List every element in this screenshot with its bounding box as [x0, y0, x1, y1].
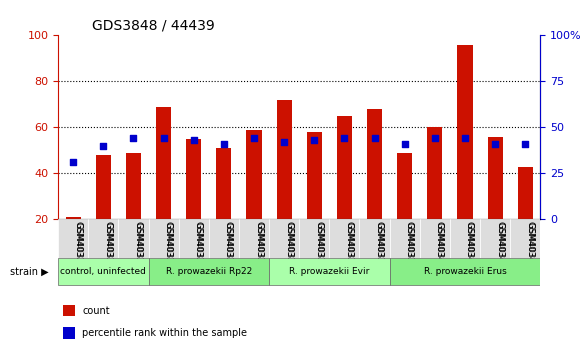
Text: GSM403377: GSM403377: [103, 222, 112, 275]
Bar: [367, 109, 382, 219]
Text: GDS3848 / 44439: GDS3848 / 44439: [92, 19, 214, 33]
FancyBboxPatch shape: [269, 219, 299, 258]
Bar: [63, 305, 75, 316]
Point: [340, 136, 349, 141]
Bar: [487, 137, 503, 219]
Point: [189, 137, 198, 143]
FancyBboxPatch shape: [149, 219, 178, 258]
Point: [99, 143, 108, 149]
Text: GSM403383: GSM403383: [254, 222, 263, 274]
Text: GSM403446: GSM403446: [495, 222, 504, 274]
Bar: [126, 153, 141, 219]
Text: GSM403379: GSM403379: [164, 222, 173, 274]
Text: GSM403384: GSM403384: [284, 222, 293, 275]
Text: GSM403389: GSM403389: [375, 222, 383, 275]
Point: [521, 141, 530, 147]
Text: R. prowazekii Evir: R. prowazekii Evir: [289, 267, 370, 276]
Text: GSM403281: GSM403281: [73, 222, 82, 275]
Text: GSM403383: GSM403383: [254, 222, 263, 275]
FancyBboxPatch shape: [360, 219, 390, 258]
Text: GSM403382: GSM403382: [224, 222, 233, 274]
Text: GSM403445: GSM403445: [465, 222, 474, 274]
Bar: [427, 127, 442, 219]
FancyBboxPatch shape: [119, 219, 149, 258]
Bar: [277, 100, 292, 219]
Point: [310, 137, 319, 143]
Bar: [186, 139, 201, 219]
Text: GSM403387: GSM403387: [314, 222, 323, 274]
Text: GSM403447: GSM403447: [525, 222, 535, 274]
Point: [490, 141, 500, 147]
Point: [400, 141, 410, 147]
Point: [249, 136, 259, 141]
Text: GSM403378: GSM403378: [134, 222, 142, 274]
Text: GSM403389: GSM403389: [375, 222, 383, 274]
Bar: [518, 166, 533, 219]
Bar: [246, 130, 261, 219]
FancyBboxPatch shape: [149, 258, 269, 285]
FancyBboxPatch shape: [510, 219, 540, 258]
FancyBboxPatch shape: [390, 258, 540, 285]
Point: [159, 136, 168, 141]
Point: [69, 160, 78, 165]
Text: GSM403446: GSM403446: [495, 222, 504, 275]
Text: strain ▶: strain ▶: [10, 267, 49, 277]
Text: GSM403444: GSM403444: [435, 222, 444, 274]
Text: GSM403391: GSM403391: [405, 222, 414, 274]
FancyBboxPatch shape: [480, 219, 510, 258]
Bar: [397, 153, 413, 219]
Text: R. prowazekii Rp22: R. prowazekii Rp22: [166, 267, 252, 276]
FancyBboxPatch shape: [329, 219, 360, 258]
Text: GSM403444: GSM403444: [435, 222, 444, 275]
FancyBboxPatch shape: [419, 219, 450, 258]
Bar: [156, 107, 171, 219]
FancyBboxPatch shape: [88, 219, 119, 258]
Bar: [216, 148, 231, 219]
Text: GSM403380: GSM403380: [193, 222, 203, 274]
Text: GSM403447: GSM403447: [525, 222, 535, 275]
Text: GSM403281: GSM403281: [73, 222, 82, 274]
FancyBboxPatch shape: [58, 219, 88, 258]
Bar: [307, 132, 322, 219]
Bar: [63, 327, 75, 339]
FancyBboxPatch shape: [390, 219, 419, 258]
Text: count: count: [83, 306, 110, 316]
Text: R. prowazekii Erus: R. prowazekii Erus: [424, 267, 507, 276]
Text: GSM403382: GSM403382: [224, 222, 233, 275]
FancyBboxPatch shape: [58, 258, 149, 285]
FancyBboxPatch shape: [209, 219, 239, 258]
Bar: [96, 155, 111, 219]
FancyBboxPatch shape: [299, 219, 329, 258]
Point: [129, 136, 138, 141]
Text: GSM403378: GSM403378: [134, 222, 142, 275]
Point: [219, 141, 228, 147]
Point: [460, 136, 469, 141]
Bar: [337, 116, 352, 219]
FancyBboxPatch shape: [178, 219, 209, 258]
Text: GSM403391: GSM403391: [405, 222, 414, 275]
Bar: [66, 217, 81, 219]
Text: GSM403388: GSM403388: [345, 222, 353, 274]
Text: GSM403388: GSM403388: [345, 222, 353, 275]
Text: GSM403377: GSM403377: [103, 222, 112, 274]
Point: [370, 136, 379, 141]
Point: [279, 139, 289, 145]
FancyBboxPatch shape: [239, 219, 269, 258]
Text: control, uninfected: control, uninfected: [60, 267, 146, 276]
Text: GSM403445: GSM403445: [465, 222, 474, 275]
Text: GSM403384: GSM403384: [284, 222, 293, 274]
FancyBboxPatch shape: [269, 258, 390, 285]
Point: [430, 136, 439, 141]
Text: GSM403387: GSM403387: [314, 222, 323, 275]
Text: GSM403380: GSM403380: [193, 222, 203, 275]
FancyBboxPatch shape: [450, 219, 480, 258]
Bar: [457, 45, 472, 219]
Text: percentile rank within the sample: percentile rank within the sample: [83, 328, 247, 338]
Text: GSM403379: GSM403379: [164, 222, 173, 275]
